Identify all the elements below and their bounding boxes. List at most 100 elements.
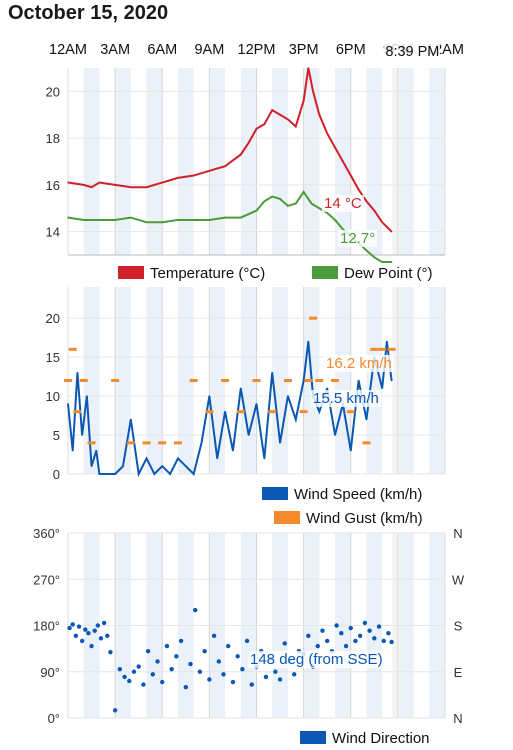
wind-gust-mark: [252, 379, 261, 382]
wind-gust-mark: [299, 410, 308, 414]
temperature-point: [334, 146, 336, 149]
hour-band: [115, 68, 131, 255]
wind-gust-mark: [111, 379, 120, 382]
wind-direction-point: [83, 627, 88, 632]
dew-point-point: [82, 219, 85, 221]
hour-band: [177, 68, 194, 255]
wind-direction-point: [131, 669, 137, 674]
wind-gust-mark: [309, 316, 318, 320]
now-marker: [392, 287, 401, 474]
time-tick-label: 12AM: [49, 42, 87, 58]
dew-point-point: [255, 209, 258, 212]
wind-speed-point: [232, 449, 234, 452]
wind-direction-point: [197, 669, 203, 674]
wind-direction-point: [334, 623, 339, 628]
wind-speed-point: [106, 473, 109, 475]
wind-speed-point: [95, 449, 98, 452]
hour-band: [115, 287, 131, 474]
temperature-point: [177, 177, 179, 179]
dew-point-point: [365, 249, 368, 252]
wind-direction-point: [101, 620, 107, 626]
dew-point-current-label: 12.7°: [338, 230, 378, 247]
dew-point-point: [326, 212, 328, 214]
temperature-point: [294, 125, 297, 128]
dew-point-point: [381, 261, 383, 263]
temperature-point: [263, 123, 266, 125]
hour-band: [209, 68, 226, 255]
wind-direction-point: [273, 669, 278, 674]
wind-gust-mark: [173, 441, 182, 445]
temperature-point: [239, 153, 242, 156]
wind-speed-point: [169, 473, 171, 475]
legend-temperature[interactable]: Temperature (°C): [118, 265, 265, 282]
wind-direction-point: [357, 633, 363, 638]
temperature-point: [98, 181, 101, 184]
wind-direction-point: [183, 684, 189, 690]
wind-speed-point: [122, 465, 124, 468]
time-tick-label: 6AM: [147, 42, 178, 58]
wind-direction-point: [282, 641, 287, 646]
wind-direction-point: [95, 623, 101, 628]
wind-direction-point: [230, 679, 236, 685]
hour-band: [429, 287, 445, 474]
compass-tick-label: W: [452, 572, 465, 587]
wind-speed-point: [357, 379, 360, 382]
temperature-point: [302, 99, 305, 102]
legend-wind-gust-label: Wind Gust (km/h): [306, 510, 423, 527]
y-tick-label: 20: [46, 84, 60, 99]
legend-wind-gust[interactable]: Wind Gust (km/h): [274, 510, 423, 527]
wind-direction-point: [353, 638, 358, 644]
wind-direction-point: [339, 631, 344, 636]
wind-direction-point: [145, 648, 151, 654]
wind-direction-point: [193, 607, 198, 613]
dew-point-point: [161, 221, 164, 224]
wind-speed-point: [279, 442, 281, 444]
legend-wind-direction[interactable]: Wind Direction: [300, 730, 430, 747]
dew-point-point: [224, 216, 226, 219]
wind-direction-point: [372, 636, 377, 641]
wind-direction-swatch: [300, 731, 326, 744]
temperature-point: [67, 181, 69, 184]
wind-gust-mark: [236, 410, 245, 414]
hour-band: [272, 68, 288, 255]
wind-gust-mark: [64, 379, 72, 382]
time-tick-label: 3PM: [288, 42, 319, 58]
hour-band: [397, 287, 414, 474]
y-tick-label: 180°: [33, 619, 60, 634]
dew-point-point: [294, 202, 297, 205]
wind-direction-point: [320, 628, 325, 633]
time-tick-label: 9AM: [194, 42, 225, 58]
wind-direction-point: [367, 628, 372, 633]
wind-speed-point: [224, 410, 226, 413]
wind-direction-point: [188, 661, 193, 667]
wind-speed-point: [98, 473, 101, 475]
hour-band: [83, 68, 100, 255]
dew-point-point: [342, 228, 344, 231]
temperature-point: [357, 188, 360, 191]
current-time-label: 8:39 PM: [384, 44, 441, 60]
y-tick-label: 20: [46, 311, 60, 326]
legend-wind-direction-label: Wind Direction: [332, 730, 430, 747]
hour-band: [240, 287, 257, 474]
dew-point-point: [302, 191, 305, 193]
wind-direction-point: [226, 643, 231, 649]
temperature-point: [307, 67, 310, 69]
wind-direction-point: [117, 666, 123, 672]
wind-speed-point: [67, 403, 69, 405]
temperature-point: [161, 181, 164, 184]
temperature-point: [326, 132, 328, 135]
legend-wind-speed[interactable]: Wind Speed (km/h): [262, 486, 422, 503]
wind-speed-point: [86, 395, 88, 397]
legend-temperature-label: Temperature (°C): [150, 265, 266, 282]
wind-direction-point: [122, 674, 127, 680]
wind-direction-point: [160, 679, 165, 685]
wind-speed-point: [381, 387, 383, 390]
wind-direction-point: [240, 666, 245, 672]
wind-direction-point: [277, 677, 283, 682]
temperature-point: [114, 184, 116, 186]
wind-gust-mark: [68, 347, 77, 351]
wind-speed-point: [302, 379, 305, 382]
hour-band: [177, 287, 194, 474]
legend-dew-point[interactable]: Dew Point (°): [312, 265, 433, 282]
wind-direction-point: [362, 620, 368, 626]
